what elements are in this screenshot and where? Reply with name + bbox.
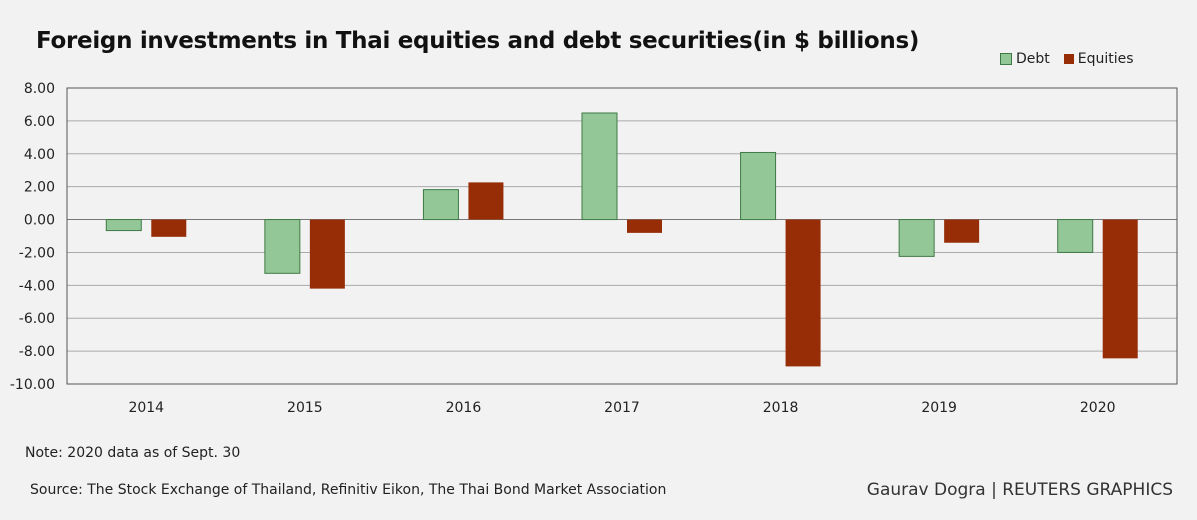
y-tick-label: 2.00 bbox=[24, 180, 55, 196]
y-tick-label: -8.00 bbox=[19, 344, 55, 360]
bar-debt-2019 bbox=[898, 219, 935, 257]
y-tick-label: -10.00 bbox=[10, 377, 55, 393]
x-tick-label: 2019 bbox=[921, 400, 957, 416]
credit: Gaurav Dogra | REUTERS GRAPHICS bbox=[866, 480, 1173, 500]
note: Note: 2020 data as of Sept. 30 bbox=[25, 445, 241, 461]
bar-debt-2014 bbox=[105, 219, 142, 232]
bar-equities-2014 bbox=[151, 219, 187, 237]
x-tick-label: 2016 bbox=[446, 400, 482, 416]
y-tick-label: 4.00 bbox=[24, 147, 55, 163]
legend-label-debt: Debt bbox=[1016, 51, 1050, 67]
y-tick-label: -6.00 bbox=[19, 311, 55, 327]
x-tick-label: 2015 bbox=[287, 400, 323, 416]
legend-item-equities: Equities bbox=[1063, 51, 1134, 67]
y-tick-label: 6.00 bbox=[24, 114, 55, 130]
y-tick-label: 0.00 bbox=[24, 213, 55, 229]
bar-debt-2015 bbox=[264, 219, 301, 274]
bar-debt-2020 bbox=[1057, 219, 1094, 253]
x-tick-label: 2018 bbox=[763, 400, 799, 416]
y-tick-label: 8.00 bbox=[24, 81, 55, 97]
bar-equities-2016 bbox=[468, 182, 504, 220]
chart-title: Foreign investments in Thai equities and… bbox=[36, 28, 920, 54]
legend-item-debt: Debt bbox=[1000, 51, 1050, 67]
bar-debt-2018 bbox=[740, 151, 777, 221]
bar-equities-2017 bbox=[627, 219, 662, 233]
legend-swatch-equities bbox=[1063, 54, 1074, 64]
bar-debt-2017 bbox=[581, 112, 618, 221]
legend-swatch-debt bbox=[1000, 53, 1012, 65]
bar-equities-2020 bbox=[1102, 219, 1138, 359]
plot-border bbox=[66, 87, 1178, 385]
bar-equities-2015 bbox=[309, 219, 345, 289]
source: Source: The Stock Exchange of Thailand, … bbox=[30, 482, 667, 498]
y-tick-label: -4.00 bbox=[19, 278, 55, 294]
y-tick-label: -2.00 bbox=[19, 245, 55, 261]
bar-equities-2018 bbox=[785, 219, 821, 367]
legend: Debt Equities bbox=[1000, 51, 1134, 67]
x-tick-label: 2020 bbox=[1080, 400, 1116, 416]
x-tick-label: 2017 bbox=[604, 400, 640, 416]
legend-label-equities: Equities bbox=[1077, 51, 1134, 67]
bar-equities-2019 bbox=[944, 219, 980, 243]
bar-debt-2016 bbox=[422, 189, 459, 221]
x-tick-label: 2014 bbox=[128, 400, 164, 416]
